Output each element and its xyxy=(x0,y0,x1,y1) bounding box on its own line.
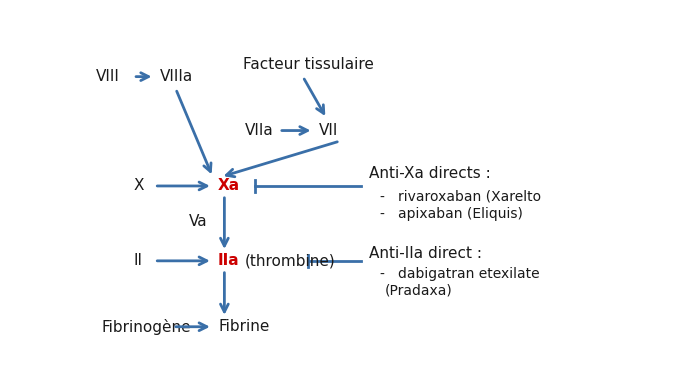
Text: X: X xyxy=(133,179,144,193)
Text: Anti-Xa directs :: Anti-Xa directs : xyxy=(369,166,491,182)
Text: Fibrinogène: Fibrinogène xyxy=(101,319,191,335)
Text: Va: Va xyxy=(189,214,207,230)
Text: (thrombine): (thrombine) xyxy=(245,253,335,268)
Text: -   rivaroxaban (Xarelto: - rivaroxaban (Xarelto xyxy=(380,189,541,203)
Text: (Pradaxa): (Pradaxa) xyxy=(385,284,453,298)
Text: II: II xyxy=(133,253,142,268)
Text: VIIIa: VIIIa xyxy=(159,69,193,84)
Text: Facteur tissulaire: Facteur tissulaire xyxy=(243,57,373,72)
Text: -   apixaban (Eliquis): - apixaban (Eliquis) xyxy=(380,207,523,221)
Text: Xa: Xa xyxy=(218,179,240,193)
Text: -   dabigatran etexilate: - dabigatran etexilate xyxy=(380,267,539,281)
Text: Fibrine: Fibrine xyxy=(218,319,269,334)
Text: Anti-IIa direct :: Anti-IIa direct : xyxy=(369,246,482,261)
Text: IIa: IIa xyxy=(218,253,239,268)
Text: VIII: VIII xyxy=(96,69,120,84)
Text: VII: VII xyxy=(319,123,338,138)
Text: VIIa: VIIa xyxy=(245,123,274,138)
